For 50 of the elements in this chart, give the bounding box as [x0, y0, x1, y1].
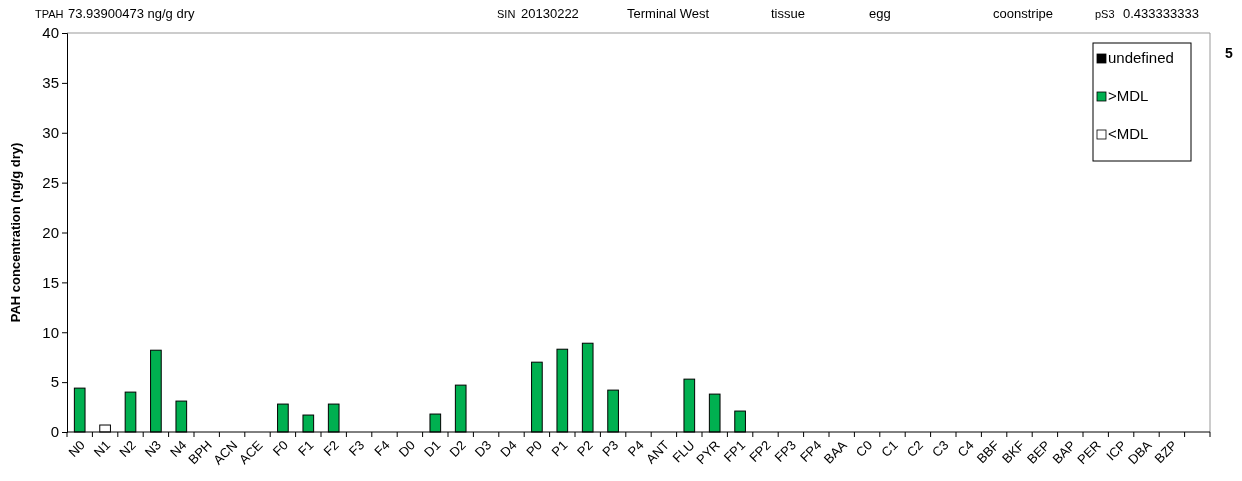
x-tick-label: P4 [624, 437, 647, 460]
y-tick-label: 5 [50, 373, 59, 391]
text: tissue [771, 6, 805, 21]
x-tick-label: F0 [269, 437, 292, 459]
text: 73.93900473 ng/g dry [68, 6, 195, 21]
y-tick-label: 0 [50, 423, 59, 441]
x-tick-label: D0 [395, 437, 419, 460]
legend-label: >MDL [1108, 87, 1149, 104]
x-tick-label: C4 [954, 437, 977, 460]
y-tick-label: 35 [42, 74, 59, 92]
legend-label: undefined [1108, 49, 1174, 66]
text: Terminal West [627, 6, 710, 21]
x-tick-label: F2 [320, 437, 342, 459]
x-tick-label: C1 [878, 437, 901, 460]
text: pS3 [1095, 8, 1115, 20]
x-tick-label: P0 [523, 437, 546, 460]
x-tick-label: D3 [471, 437, 495, 460]
y-tick-label: 25 [42, 173, 59, 191]
y-tick-label: 15 [42, 273, 59, 291]
x-tick-label: P1 [548, 437, 571, 460]
x-tick-label: C2 [903, 437, 927, 460]
x-tick-label: P3 [599, 437, 622, 460]
y-axis-title: PAH concentration (ng/g dry) [8, 142, 23, 323]
x-tick-label: D1 [421, 437, 444, 460]
text: 0.433333333 [1123, 6, 1199, 21]
text: 20130222 [521, 6, 579, 21]
legend-label: <MDL [1108, 125, 1149, 142]
text: SIN [497, 8, 516, 20]
x-tick-label: N3 [141, 437, 165, 460]
x-tick-label: C3 [929, 437, 952, 460]
text: egg [869, 6, 891, 21]
x-tick-label: FP1 [720, 437, 749, 465]
x-tick-label: N2 [116, 437, 139, 460]
x-tick-label: FP2 [746, 437, 774, 465]
x-tick-label: N0 [65, 437, 88, 460]
x-tick-label: D4 [497, 437, 520, 460]
text: TPAH [35, 8, 64, 20]
x-tick-label: F3 [345, 437, 368, 459]
y-tick-label: 10 [42, 323, 59, 341]
x-tick-label: F4 [371, 437, 393, 459]
x-tick-label: F1 [295, 437, 317, 459]
x-tick-label: C0 [852, 437, 876, 460]
text: coonstripe [993, 6, 1053, 21]
x-tick-label: N1 [90, 437, 114, 460]
text: 5 [1225, 45, 1233, 61]
y-tick-label: 30 [42, 124, 59, 142]
y-tick-label: 20 [42, 223, 59, 241]
x-tick-label: P2 [573, 437, 596, 460]
y-tick-label: 40 [42, 24, 59, 42]
x-tick-label: D2 [446, 437, 469, 460]
